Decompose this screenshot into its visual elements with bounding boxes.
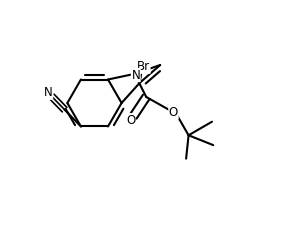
Text: O: O — [169, 106, 178, 119]
Text: N: N — [131, 69, 140, 82]
Text: N: N — [44, 86, 53, 99]
Text: O: O — [126, 114, 135, 127]
Text: Br: Br — [137, 60, 150, 73]
